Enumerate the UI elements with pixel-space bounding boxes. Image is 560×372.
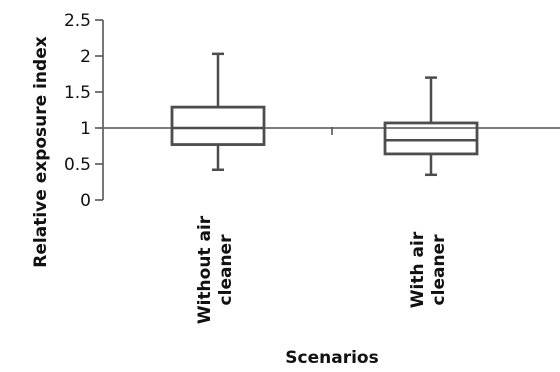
y-tick-label: 1.5	[64, 83, 91, 103]
box-1	[170, 52, 266, 172]
category-label: Without aircleaner	[195, 215, 236, 324]
box-group	[170, 52, 479, 177]
category-label-line: cleaner	[216, 234, 236, 306]
y-axis-title: Relative exposure index	[31, 36, 51, 267]
category-label-line: With air	[408, 231, 428, 308]
box-2	[383, 76, 479, 177]
y-axis: 0 0.5 1 1.5 2 2.5	[64, 11, 104, 211]
category-label-line: cleaner	[429, 234, 449, 306]
y-tick-label: 2.5	[64, 11, 91, 31]
box-iqr	[170, 105, 266, 146]
y-tick-label: 2	[80, 47, 91, 67]
y-tick-group: 0 0.5 1 1.5 2 2.5	[64, 11, 103, 211]
x-axis-title: Scenarios	[285, 348, 378, 368]
box-iqr	[383, 121, 479, 156]
category-label-line: Without air	[195, 215, 215, 324]
y-tick-label: 0.5	[64, 155, 91, 175]
y-tick-label: 0	[80, 191, 91, 211]
category-label-group: Without aircleaner With aircleaner	[195, 215, 449, 324]
category-label: With aircleaner	[408, 231, 449, 308]
y-tick-label: 1	[80, 119, 91, 139]
